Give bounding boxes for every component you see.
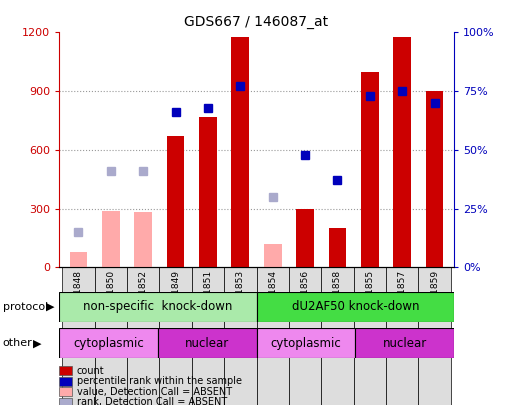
Bar (167, 136, 185, 267)
Bar (355, 328, 454, 358)
Bar (426, 91, 443, 267)
Bar (59, 328, 158, 358)
Text: dU2AF50 knock-down: dU2AF50 knock-down (291, 300, 419, 313)
Bar (158, 328, 256, 358)
Text: ▶: ▶ (46, 302, 54, 312)
Bar (160, 267, 192, 405)
Bar (419, 267, 451, 405)
Bar (289, 267, 321, 405)
Bar (321, 267, 353, 405)
Text: count: count (77, 366, 105, 375)
Bar (296, 209, 314, 267)
Text: other: other (3, 338, 32, 348)
Bar (192, 267, 224, 405)
Text: non-specific  knock-down: non-specific knock-down (83, 300, 232, 313)
Bar (393, 37, 411, 267)
Text: ▶: ▶ (33, 338, 41, 348)
Bar (59, 292, 256, 322)
Bar (328, 228, 346, 267)
Bar (62, 267, 94, 405)
Bar (256, 267, 289, 405)
Text: protocol: protocol (3, 302, 48, 312)
Bar (231, 37, 249, 267)
Bar (127, 267, 160, 405)
Bar (134, 211, 152, 267)
Bar (224, 267, 256, 405)
Bar (70, 252, 87, 267)
Bar (256, 328, 355, 358)
Title: GDS667 / 146087_at: GDS667 / 146087_at (185, 15, 328, 29)
Text: cytoplasmic: cytoplasmic (270, 337, 341, 350)
Text: nuclear: nuclear (185, 337, 229, 350)
Text: cytoplasmic: cytoplasmic (73, 337, 144, 350)
Bar (386, 267, 419, 405)
Text: rank, Detection Call = ABSENT: rank, Detection Call = ABSENT (77, 397, 227, 405)
Text: percentile rank within the sample: percentile rank within the sample (77, 376, 242, 386)
Bar (94, 267, 127, 405)
Bar (102, 211, 120, 267)
Bar (256, 292, 454, 322)
Bar (361, 72, 379, 267)
Bar (264, 244, 282, 267)
Text: value, Detection Call = ABSENT: value, Detection Call = ABSENT (77, 387, 232, 396)
Bar (199, 117, 217, 267)
Bar (353, 267, 386, 405)
Text: nuclear: nuclear (383, 337, 427, 350)
